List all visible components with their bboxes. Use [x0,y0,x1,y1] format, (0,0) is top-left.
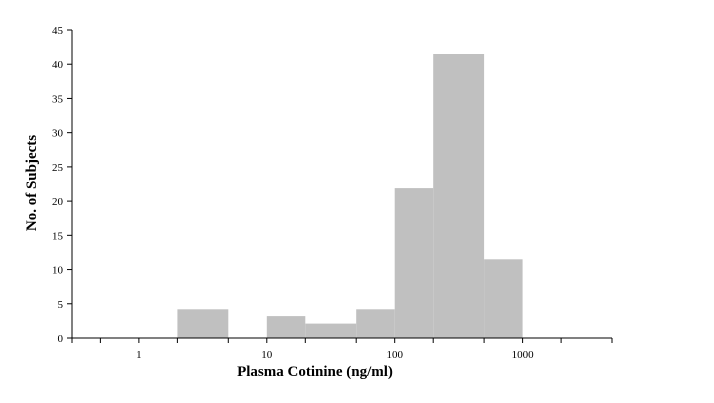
y-tick-label: 30 [52,128,64,140]
x-tick-label: 1000 [512,349,535,361]
y-tick-label: 40 [52,59,64,71]
histogram-bar-2 [266,316,306,338]
axes-group [71,30,612,339]
y-tick-label: 25 [52,162,64,174]
y-tick-label: 15 [52,230,64,242]
histogram-bar-5 [394,188,434,338]
y-ticks-group: 0 5 10 15 20 25 30 35 40 45 [52,25,72,345]
x-axis-title: Plasma Cotinine (ng/ml) [237,364,393,380]
y-tick-label: 0 [58,333,64,345]
histogram-bar-1 [177,309,229,338]
histogram-bar-7 [484,259,523,338]
x-tick-label: 1 [136,349,142,361]
y-tick-label: 20 [52,196,64,208]
x-tick-label: 100 [386,349,403,361]
histogram-bar-6 [433,54,485,338]
y-tick-label: 35 [52,93,64,105]
y-tick-label: 10 [52,265,64,277]
bars-group [177,54,523,338]
histogram-bar-3 [305,323,357,338]
y-tick-label: 45 [52,25,64,37]
x-ticks-group: 1 10 100 1000 [71,338,613,361]
y-tick-label: 5 [58,299,64,311]
x-tick-label: 10 [261,349,273,361]
y-axis-title: No. of Subjects [24,135,40,231]
histogram-bar-4 [356,309,395,338]
